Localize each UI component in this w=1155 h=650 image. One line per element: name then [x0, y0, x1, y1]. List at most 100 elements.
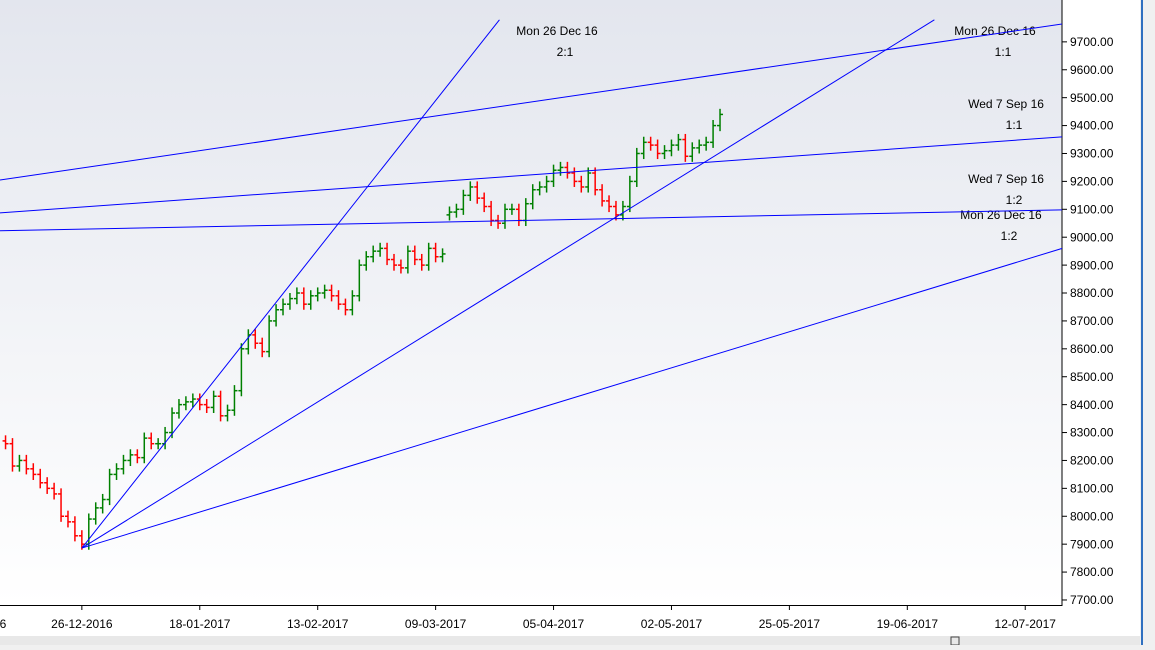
ohlc-bar — [58, 488, 65, 522]
ohlc-bar — [495, 214, 502, 229]
x-tick-label: 09-03-2017 — [405, 617, 467, 631]
ohlc-bar — [710, 119, 717, 148]
ohlc-bar — [654, 139, 661, 160]
ohlc-bar — [2, 435, 9, 450]
trendline — [81, 19, 935, 549]
y-tick-label: 9200.00 — [1070, 175, 1114, 189]
trendline-label: Mon 26 Dec 16 — [516, 24, 598, 38]
ohlc-bar — [689, 142, 696, 162]
ohlc-bar — [314, 287, 321, 302]
ohlc-bar — [488, 200, 495, 227]
y-tick-label: 8100.00 — [1070, 482, 1114, 496]
ohlc-bar — [342, 298, 349, 316]
ohlc-bar — [384, 242, 391, 266]
ohlc-bar — [16, 454, 23, 472]
trendline-label: Wed 7 Sep 16 — [968, 97, 1044, 111]
y-tick-label: 9100.00 — [1070, 202, 1114, 216]
ohlc-bar — [425, 242, 432, 271]
ohlc-bar — [439, 248, 446, 263]
ohlc-bar — [300, 287, 307, 310]
x-tick-label: 6 — [0, 617, 7, 631]
ohlc-bar — [37, 468, 44, 489]
y-tick-label: 7700.00 — [1070, 593, 1114, 607]
ohlc-bar — [626, 175, 633, 213]
ohlc-bar — [210, 390, 217, 414]
trendline-ratio: 1:2 — [1006, 193, 1023, 207]
ohlc-bar — [508, 203, 515, 215]
ohlc-bar — [51, 482, 58, 500]
ohlc-bar — [668, 139, 675, 157]
y-tick-label: 8800.00 — [1070, 286, 1114, 300]
ohlc-bar — [397, 259, 404, 274]
ohlc-bar — [529, 184, 536, 210]
y-tick-label: 8600.00 — [1070, 342, 1114, 356]
ohlc-bar — [501, 203, 508, 229]
trendline-label: Mon 26 Dec 16 — [954, 24, 1036, 38]
ohlc-bar — [252, 329, 259, 349]
ohlc-bar — [557, 161, 564, 176]
ohlc-bar — [682, 133, 689, 162]
ohlc-bar — [370, 245, 377, 263]
ohlc-bar — [481, 192, 488, 213]
ohlc-bar — [64, 510, 71, 528]
y-tick-label: 9400.00 — [1070, 119, 1114, 133]
ohlc-bar — [467, 181, 474, 201]
trendline — [81, 247, 1062, 549]
y-tick-label: 7800.00 — [1070, 565, 1114, 579]
y-tick-label: 9500.00 — [1070, 91, 1114, 105]
x-tick-label: 25-05-2017 — [759, 617, 821, 631]
ohlc-bar — [391, 253, 398, 271]
ohlc-bar — [536, 181, 543, 196]
y-tick-label: 7900.00 — [1070, 537, 1114, 551]
y-tick-label: 9000.00 — [1070, 230, 1114, 244]
trendline-ratio: 2:1 — [557, 45, 574, 59]
side-panel — [1140, 0, 1155, 645]
trendline-ratio: 1:2 — [1001, 229, 1018, 243]
ohlc-bar — [127, 449, 134, 467]
ohlc-bar — [432, 242, 439, 263]
ohlc-bar — [717, 108, 724, 132]
y-tick-label: 9300.00 — [1070, 147, 1114, 161]
y-tick-label: 8400.00 — [1070, 398, 1114, 412]
ohlc-bar — [474, 181, 481, 204]
x-tick-label: 12-07-2017 — [995, 617, 1057, 631]
y-tick-label: 8200.00 — [1070, 454, 1114, 468]
ohlc-bar — [411, 245, 418, 266]
ohlc-bar — [120, 454, 127, 475]
ohlc-bar — [23, 454, 30, 475]
ohlc-bar — [640, 136, 647, 160]
ohlc-bar — [259, 337, 266, 358]
ohlc-bar — [675, 133, 682, 151]
ohlc-bar — [661, 145, 668, 160]
y-tick-label: 9600.00 — [1070, 63, 1114, 77]
plot-area — [0, 0, 1062, 605]
ohlc-bar — [363, 251, 370, 271]
ohlc-bar — [460, 189, 467, 215]
y-tick-label: 8300.00 — [1070, 426, 1114, 440]
trendline — [0, 23, 1062, 181]
ohlc-bar — [217, 390, 224, 422]
ohlc-bar — [599, 184, 606, 207]
ohlc-bar — [106, 468, 113, 506]
ohlc-bar — [238, 343, 245, 397]
trendline-label: Wed 7 Sep 16 — [968, 172, 1044, 186]
ohlc-bar — [286, 293, 293, 310]
ohlc-bar — [44, 477, 51, 494]
ohlc-bar — [307, 290, 314, 310]
ohlc-bar — [446, 206, 453, 221]
ohlc-bar — [328, 284, 335, 302]
ohlc-bar — [175, 399, 182, 419]
y-tick-label: 8500.00 — [1070, 370, 1114, 384]
ohlc-bar — [280, 298, 287, 316]
ohlc-bar — [606, 195, 613, 213]
trendline — [0, 136, 1062, 214]
x-tick-label: 05-04-2017 — [523, 617, 585, 631]
ohlc-bar — [543, 175, 550, 193]
ohlc-bar — [592, 167, 599, 196]
ohlc-bar — [349, 290, 356, 316]
status-bar — [0, 636, 1140, 645]
y-tick-label: 9700.00 — [1070, 35, 1114, 49]
ohlc-bar — [266, 315, 273, 358]
ohlc-bar — [377, 242, 384, 257]
y-tick-label: 8000.00 — [1070, 509, 1114, 523]
